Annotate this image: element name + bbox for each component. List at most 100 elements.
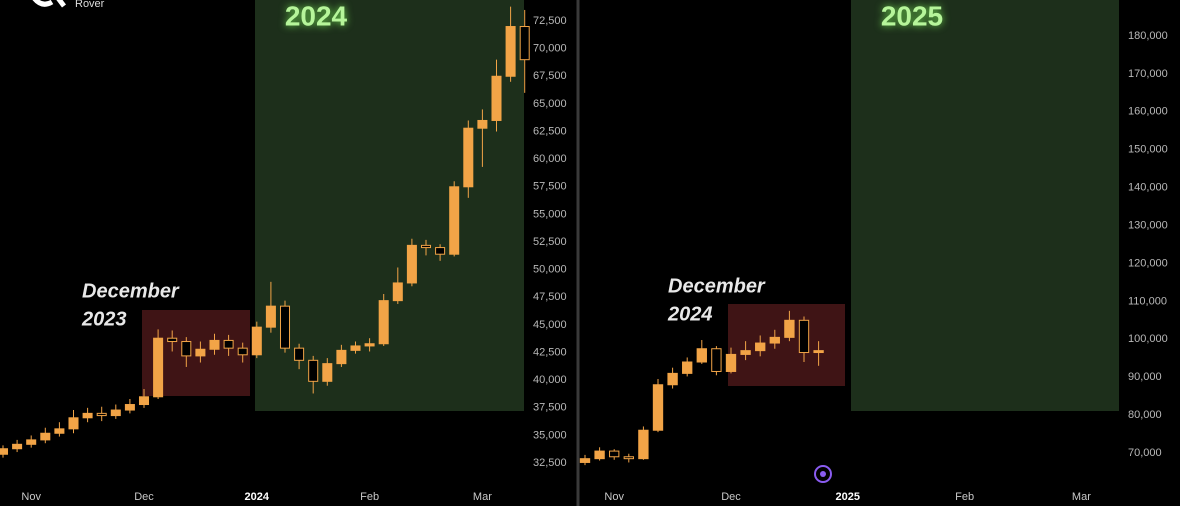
highlight-label: December (668, 275, 766, 297)
candle-body (209, 339, 220, 350)
candle-body (308, 359, 319, 382)
y-tick-label: 62,500 (533, 125, 567, 137)
y-tick-label: 70,000 (1128, 447, 1162, 459)
candle-body (110, 409, 121, 417)
candle-body (54, 428, 65, 434)
candle-body (406, 244, 417, 284)
x-tick-label: Dec (134, 491, 154, 503)
candle-body (579, 458, 591, 463)
candle-body (696, 348, 707, 363)
y-tick-label: 90,000 (1128, 371, 1162, 383)
candle-body (82, 412, 93, 419)
year-shade (851, 0, 1119, 411)
candle-body (251, 326, 262, 356)
y-tick-label: 32,500 (533, 457, 567, 469)
highlight-label: 2023 (81, 308, 127, 330)
y-tick-label: 150,000 (1128, 144, 1168, 156)
candle-body (755, 342, 766, 352)
x-tick-label: Mar (1072, 491, 1091, 503)
candle-body (711, 348, 722, 372)
x-tick-label: Mar (473, 491, 492, 503)
candle-body (124, 404, 135, 411)
candle-body (294, 347, 305, 361)
candle-body (420, 244, 432, 249)
event-icon (814, 465, 832, 483)
y-tick-label: 47,500 (533, 291, 567, 303)
candle-body (740, 350, 751, 355)
candle-body (769, 336, 780, 344)
candle-body (350, 345, 361, 351)
candle-body (364, 343, 375, 347)
candle-body (435, 247, 446, 255)
x-tick-label: Nov (604, 491, 624, 503)
y-tick-label: 45,000 (533, 319, 567, 331)
year-shade (255, 0, 524, 411)
y-tick-label: 50,000 (533, 264, 567, 276)
candle-body (181, 341, 192, 357)
candle-body (813, 350, 824, 354)
candle-body (138, 396, 150, 406)
y-tick-label: 100,000 (1128, 333, 1168, 345)
y-tick-label: 37,500 (533, 402, 567, 414)
year-label: 2024 (285, 0, 348, 31)
y-tick-label: 160,000 (1128, 106, 1168, 118)
candle-body (449, 186, 460, 255)
y-tick-label: 80,000 (1128, 409, 1162, 421)
candle-body (336, 349, 347, 365)
x-tick-label: 2024 (245, 491, 270, 503)
x-tick-label: Feb (360, 491, 379, 503)
candle-body (237, 347, 248, 356)
candle-body (279, 305, 291, 349)
candle-body (392, 282, 403, 302)
candle-body (682, 361, 693, 374)
x-tick-label: Feb (955, 491, 974, 503)
y-tick-label: 55,000 (533, 208, 567, 220)
y-tick-label: 130,000 (1128, 219, 1168, 231)
candle-body (623, 456, 634, 460)
y-tick-label: 65,000 (533, 98, 567, 110)
y-tick-label: 40,000 (533, 374, 567, 386)
candle-body (638, 429, 649, 460)
x-tick-label: Dec (721, 491, 741, 503)
candle-body (667, 372, 678, 386)
candle-body (519, 26, 530, 61)
highlight-label: 2024 (667, 303, 713, 325)
highlight-label: December (82, 280, 180, 302)
candle-body (26, 439, 37, 445)
x-tick-label: 2025 (836, 491, 860, 503)
y-tick-label: 110,000 (1128, 295, 1167, 307)
y-tick-label: 170,000 (1128, 68, 1168, 80)
candle-body (798, 319, 810, 354)
candle-body (12, 443, 23, 450)
year-label: 2025 (881, 0, 943, 31)
candle-body (0, 448, 9, 455)
y-tick-label: 35,000 (533, 429, 567, 441)
candle-body (609, 450, 620, 458)
y-tick-label: 60,000 (533, 153, 567, 165)
candle-body (265, 305, 276, 328)
y-tick-label: 120,000 (1128, 257, 1168, 269)
y-tick-label: 52,500 (533, 236, 567, 248)
y-tick-label: 140,000 (1128, 182, 1168, 194)
candle-body (652, 384, 664, 431)
candle-body (477, 119, 488, 129)
candle-body (784, 319, 795, 338)
candle-body (68, 417, 79, 430)
candle-body (491, 75, 502, 121)
candle-body (96, 412, 107, 417)
candle-body (153, 337, 164, 398)
y-tick-label: 57,500 (533, 181, 567, 193)
candle-body (223, 339, 234, 349)
y-tick-label: 67,500 (533, 70, 567, 82)
candle-body (594, 450, 605, 460)
candle-body (40, 432, 51, 441)
y-tick-label: 70,000 (533, 43, 567, 55)
x-tick-label: Nov (21, 491, 41, 503)
candle-body (195, 348, 206, 357)
candle-body (725, 353, 737, 372)
y-tick-label: 42,500 (533, 346, 567, 358)
y-tick-label: 180,000 (1128, 30, 1168, 42)
candle-body (167, 337, 178, 343)
brand: Rover (75, 0, 105, 10)
